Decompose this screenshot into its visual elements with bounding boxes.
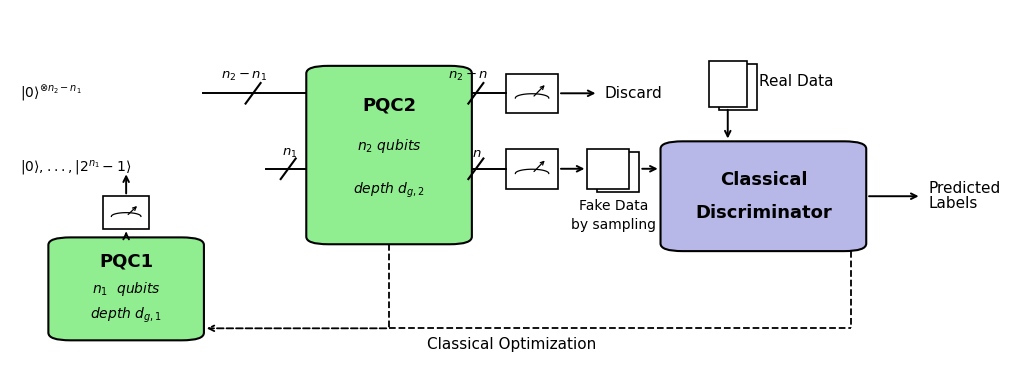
Text: by sampling: by sampling [570,218,655,232]
Bar [506,74,558,113]
Text: PQC2: PQC2 [362,96,416,114]
Text: $n_1$: $n_1$ [282,146,297,160]
Text: Discriminator: Discriminator [695,204,831,222]
Text: $n_2-n_1$: $n_2-n_1$ [221,70,267,83]
Bar [588,149,630,188]
Bar [709,61,746,107]
Bar [719,64,757,111]
Text: depth $d_{g,1}$: depth $d_{g,1}$ [90,306,162,325]
Text: Labels: Labels [929,196,978,211]
Text: Discard: Discard [604,86,663,101]
Text: $n_2-n$: $n_2-n$ [447,70,488,83]
Text: $|0\rangle^{\otimes n_2-n_1}$: $|0\rangle^{\otimes n_2-n_1}$ [20,83,82,103]
Bar [103,196,150,229]
Text: Fake Data: Fake Data [579,199,648,213]
Text: PQC1: PQC1 [99,252,154,270]
Text: $n$: $n$ [472,146,481,160]
Text: Classical: Classical [720,171,807,189]
Text: Real Data: Real Data [759,74,834,89]
Text: $n_1$  qubits: $n_1$ qubits [92,280,161,298]
Bar [506,149,558,188]
FancyBboxPatch shape [660,141,866,251]
Text: Classical Optimization: Classical Optimization [427,337,597,352]
Text: $n_2$ qubits: $n_2$ qubits [356,137,421,155]
FancyBboxPatch shape [48,237,204,340]
Text: $|0\rangle,...,|2^{n_1}-1\rangle$: $|0\rangle,...,|2^{n_1}-1\rangle$ [20,159,132,178]
FancyBboxPatch shape [306,66,472,244]
Text: depth $d_{g,2}$: depth $d_{g,2}$ [353,181,425,200]
Bar [597,153,639,192]
Text: Predicted: Predicted [929,181,1000,196]
